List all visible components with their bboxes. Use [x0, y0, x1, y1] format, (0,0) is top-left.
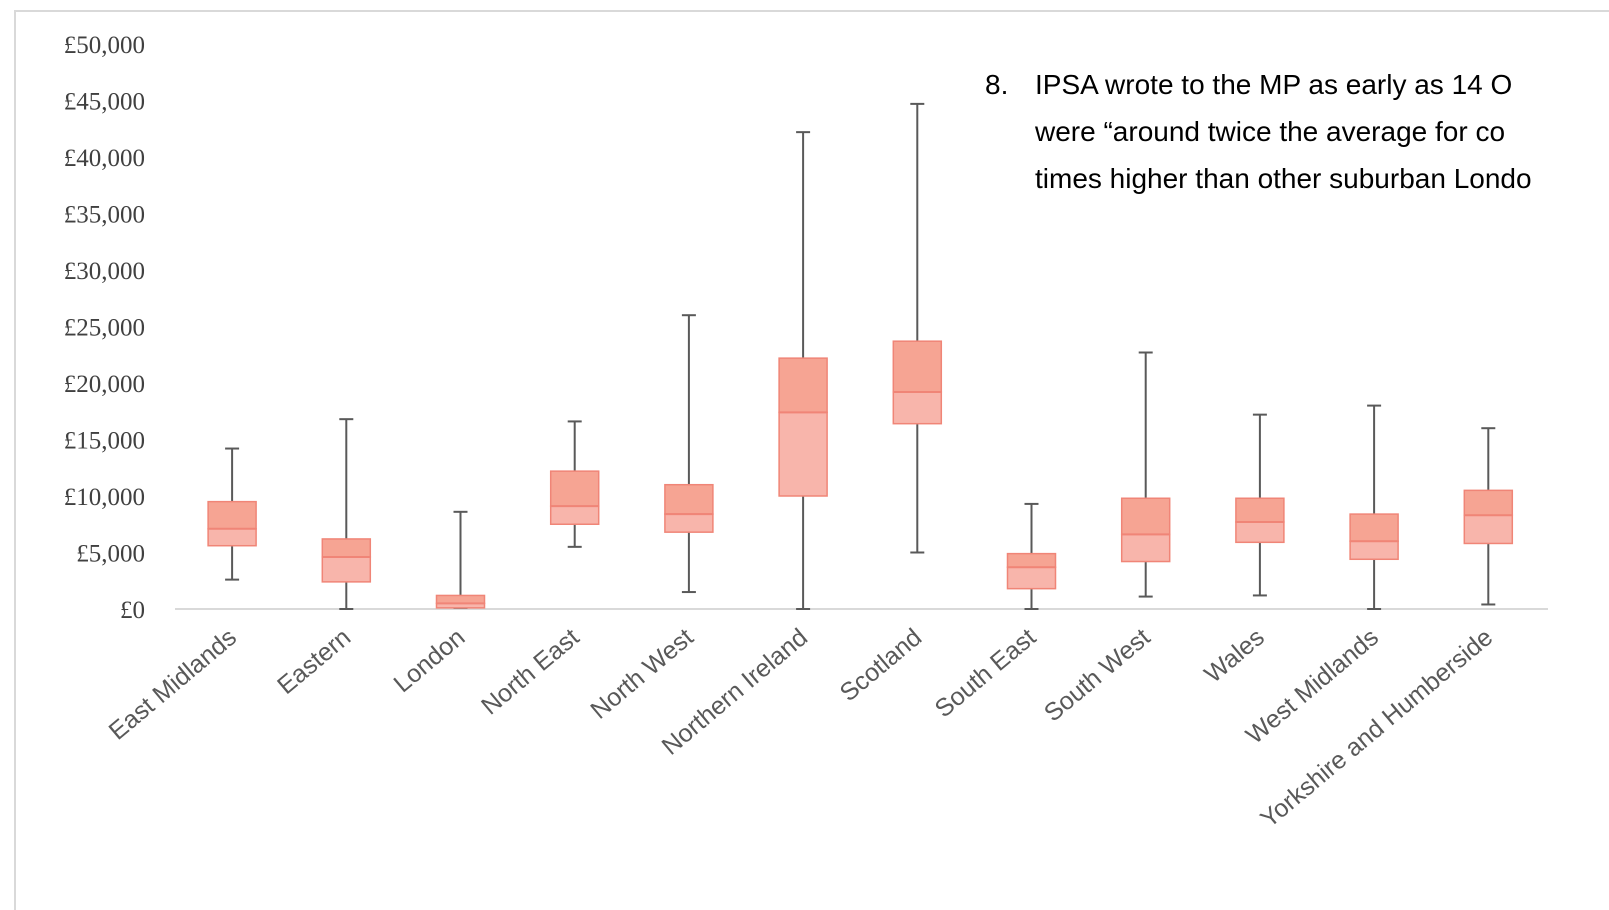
upper-box — [664, 483, 714, 515]
chart-frame — [14, 10, 1609, 910]
upper-box — [1235, 497, 1285, 523]
box-group — [892, 102, 943, 554]
y-tick-label: £10,000 — [64, 484, 145, 511]
box-group — [549, 420, 600, 548]
x-tick-label: London — [388, 623, 470, 698]
lower-box — [1463, 514, 1514, 545]
paragraph-line-1: IPSA wrote to the MP as early as 14 O — [1035, 69, 1513, 100]
x-tick-label: South East — [930, 623, 1042, 723]
x-tick-label: North West — [585, 623, 698, 725]
y-tick-label: £30,000 — [64, 258, 145, 285]
upper-box — [549, 470, 600, 507]
lower-box — [892, 391, 943, 425]
lower-box — [1235, 521, 1285, 544]
x-axis: East Midlands Eastern London North East Nort… — [104, 623, 1498, 833]
lower-box — [778, 411, 828, 497]
x-tick-label: North East — [476, 623, 585, 720]
paragraph-line-3: times higher than other suburban Londo — [1035, 163, 1532, 194]
x-tick-label: East Midlands — [104, 623, 242, 745]
y-tick-label: £40,000 — [64, 145, 145, 172]
box-group — [321, 418, 372, 610]
lower-box — [207, 528, 257, 547]
upper-box — [1463, 489, 1514, 516]
x-tick-label: Yorkshire and Humberside — [1255, 623, 1498, 833]
y-tick-label: £0 — [120, 597, 145, 624]
upper-box — [435, 594, 486, 605]
box-group — [1120, 351, 1171, 598]
upper-box — [1120, 497, 1171, 536]
y-tick-label: £50,000 — [64, 32, 145, 59]
box-group — [435, 510, 486, 609]
x-tick-label: South West — [1039, 623, 1156, 727]
upper-box — [321, 538, 372, 558]
box-group — [664, 314, 714, 594]
lower-box — [549, 505, 600, 526]
upper-box — [1006, 552, 1057, 568]
y-axis: £0 £5,000 £10,000 £15,000 £20,000 £25,000 £30,… — [64, 32, 145, 624]
lower-box — [664, 513, 714, 533]
y-tick-label: £5,000 — [76, 541, 145, 568]
x-tick-label: Eastern — [272, 623, 356, 700]
x-tick-label: Wales — [1199, 623, 1269, 689]
box-group — [207, 447, 257, 581]
lower-box — [321, 556, 372, 583]
paragraph-number: 8. — [985, 69, 1009, 100]
box-group — [778, 131, 828, 610]
y-tick-label: £45,000 — [64, 89, 145, 116]
paragraph-line-2: were “around twice the average for co — [1035, 116, 1506, 147]
upper-box — [892, 340, 943, 393]
y-tick-label: £20,000 — [64, 371, 145, 398]
y-tick-label: £35,000 — [64, 202, 145, 229]
upper-box — [207, 500, 257, 530]
y-tick-label: £15,000 — [64, 428, 145, 455]
upper-box — [1349, 513, 1399, 542]
box-group — [1349, 404, 1399, 610]
lower-box — [1349, 540, 1399, 561]
lower-box — [1120, 533, 1171, 563]
box-group — [1006, 502, 1057, 610]
x-tick-label: Scotland — [835, 623, 928, 707]
box-series — [207, 102, 1514, 610]
upper-box — [778, 357, 828, 414]
y-tick-label: £25,000 — [64, 315, 145, 342]
box-group — [1235, 413, 1285, 597]
lower-box — [1006, 566, 1057, 590]
box-group — [1463, 427, 1514, 606]
